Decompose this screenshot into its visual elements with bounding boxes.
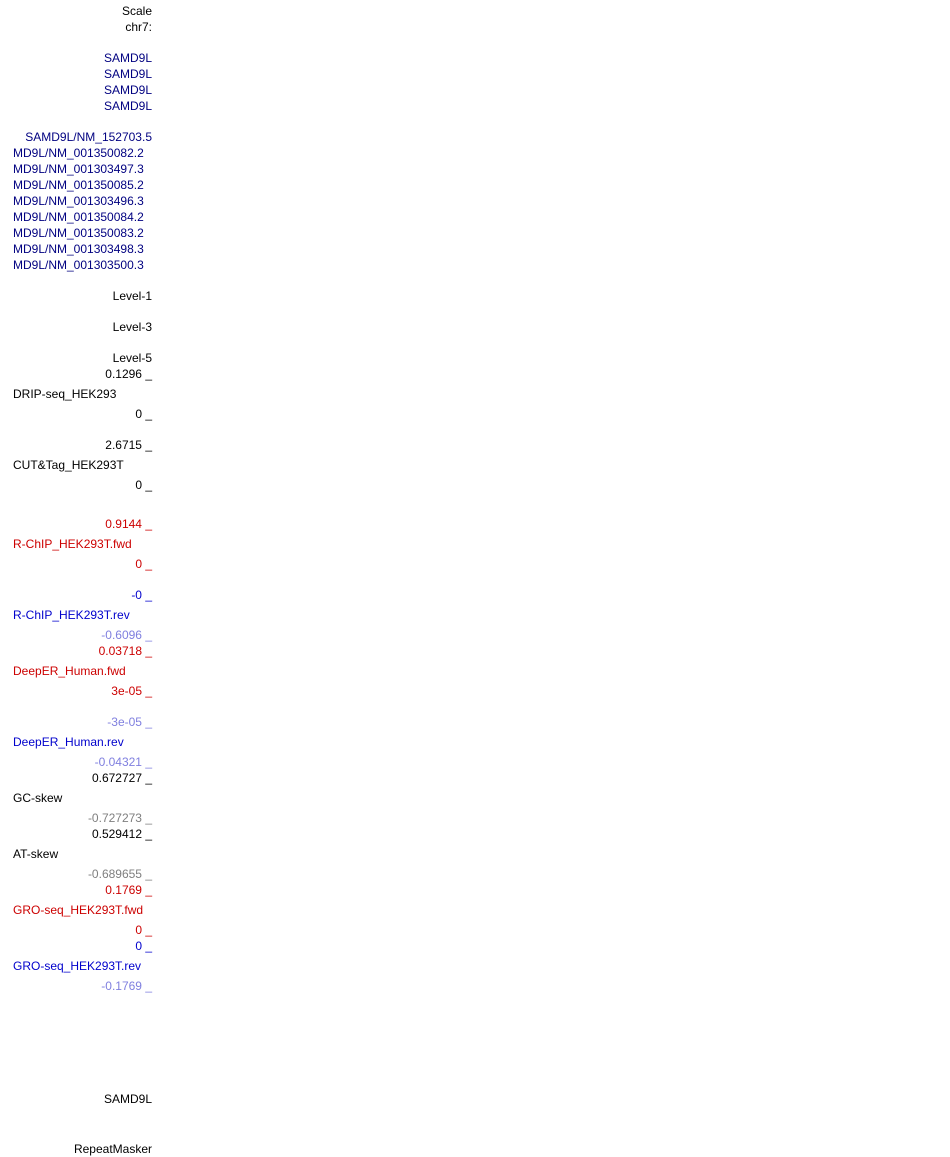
deeper-rev-max-label: -3e-05 _ <box>107 715 152 729</box>
transcript-label[interactable]: MD9L/NM_001350083.2 <box>13 226 144 240</box>
cuttag-track-name[interactable]: CUT&Tag_HEK293T <box>13 458 124 472</box>
repeatmasker-track-name[interactable]: RepeatMasker <box>73 1142 152 1156</box>
at-skew-max-label: 0.529412 _ <box>91 827 152 841</box>
rchip-fwd-min-label: 0 _ <box>135 557 152 571</box>
gene-label[interactable]: SAMD9L <box>103 83 152 97</box>
level-5-label: Level-5 <box>112 351 152 365</box>
deeper-fwd-max-label: 0.03718 _ <box>98 644 152 658</box>
gene-label[interactable]: SAMD9L <box>103 99 152 113</box>
deeper-fwd-track-name[interactable]: DeepER_Human.fwd <box>13 664 126 678</box>
rchip-rev-track-name[interactable]: R-ChIP_HEK293T.rev <box>13 608 130 622</box>
level-3-label: Level-3 <box>112 320 152 334</box>
drip-seq-track-name[interactable]: DRIP-seq_HEK293 <box>13 387 117 401</box>
transcript-label[interactable]: MD9L/NM_001350085.2 <box>13 178 144 192</box>
gro-fwd-track-name[interactable]: GRO-seq_HEK293T.fwd <box>13 903 144 917</box>
deeper-rev-track-name[interactable]: DeepER_Human.rev <box>13 735 124 749</box>
chromosome-label: chr7: <box>125 20 152 34</box>
rchip-rev-min-label: -0.6096 _ <box>101 628 152 642</box>
transcript-label[interactable]: MD9L/NM_001303498.3 <box>13 242 144 256</box>
gro-rev-min-label: -0.1769 _ <box>101 979 152 993</box>
transcript-label[interactable]: SAMD9L/NM_152703.5 <box>25 130 152 144</box>
gro-fwd-min-label: 0 _ <box>135 923 152 937</box>
gc-skew-min-label: -0.727273 _ <box>87 811 152 825</box>
gc-skew-max-label: 0.672727 _ <box>91 771 152 785</box>
transcript-label[interactable]: MD9L/NM_001303497.3 <box>13 162 144 176</box>
rchip-fwd-max-label: 0.9144 _ <box>105 517 152 531</box>
gene-label[interactable]: SAMD9L <box>103 67 152 81</box>
drip-max-label: 0.1296 _ <box>105 367 152 381</box>
scale-label: Scale <box>121 4 152 18</box>
level-1-label: Level-1 <box>112 289 152 303</box>
cuttag-min-label: 0 _ <box>135 478 152 492</box>
transcript-label[interactable]: MD9L/NM_001303500.3 <box>13 258 144 272</box>
at-skew-min-label: -0.689655 _ <box>87 867 152 881</box>
gro-rev-track-name[interactable]: GRO-seq_HEK293T.rev <box>13 959 142 973</box>
transcript-label[interactable]: MD9L/NM_001350084.2 <box>13 210 144 224</box>
deeper-fwd-min-label: 3e-05 _ <box>111 684 152 698</box>
rchip-fwd-track-name[interactable]: R-ChIP_HEK293T.fwd <box>13 537 132 551</box>
at-skew-track-name[interactable]: AT-skew <box>13 847 59 861</box>
cuttag-max-label: 2.6715 _ <box>105 438 152 452</box>
samd9l-bottom-label[interactable]: SAMD9L <box>103 1092 152 1106</box>
gene-label[interactable]: SAMD9L <box>103 51 152 65</box>
gc-skew-track-name[interactable]: GC-skew <box>13 791 63 805</box>
gro-fwd-max-label: 0.1769 _ <box>105 883 152 897</box>
drip-min-label: 0 _ <box>135 407 152 421</box>
deeper-rev-min-label: -0.04321 _ <box>94 755 152 769</box>
transcript-label[interactable]: MD9L/NM_001350082.2 <box>13 146 144 160</box>
gro-rev-max-label: 0 _ <box>135 939 152 953</box>
transcript-label[interactable]: MD9L/NM_001303496.3 <box>13 194 144 208</box>
rchip-rev-max-label: -0 _ <box>131 588 152 602</box>
